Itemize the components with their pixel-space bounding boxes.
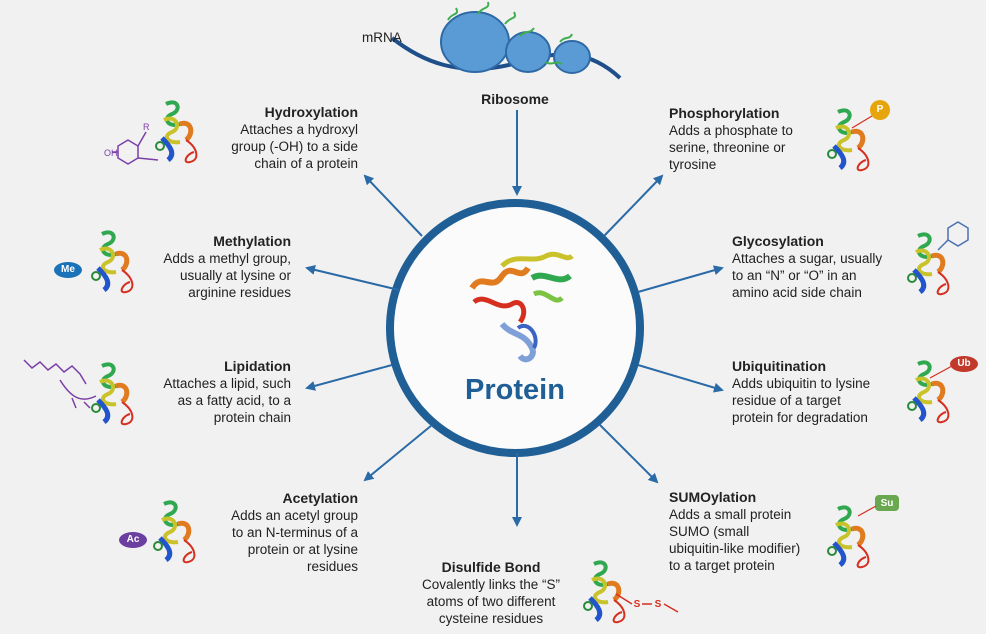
disulfide-s1-text: S: [633, 599, 641, 610]
disulfide-protein-icon: [584, 562, 624, 622]
methylation-desc-3: arginine residues: [188, 285, 291, 300]
glycosylation-desc-3: amino acid side chain: [732, 285, 862, 300]
sumoylation-desc-1: Adds a small protein: [669, 507, 792, 522]
disulfide-desc-2: atoms of two different: [426, 594, 556, 609]
ubiquitination-desc-2: residue of a target: [732, 393, 841, 408]
sumoylation-desc-2: SUMO (small: [669, 524, 750, 539]
lipid-chain-icon: [23, 359, 97, 409]
hydroxyl-r-text: R: [143, 122, 150, 132]
acetylation-desc-1: Adds an acetyl group: [231, 508, 358, 523]
sumoylation-title: SUMOylation: [669, 489, 757, 505]
phosphorylation-protein-icon: [828, 110, 868, 170]
protein-structure-icon: [469, 251, 574, 363]
ac-tag-icon: [119, 532, 147, 548]
disulfide-bond-icon: [615, 593, 679, 613]
me-tag-text: Me: [61, 264, 75, 275]
phosphorylation-title: Phosphorylation: [669, 105, 780, 121]
ub-tag-text: Ub: [957, 358, 971, 369]
methylation-desc-1: Adds a methyl group,: [163, 251, 291, 266]
ac-tag-text: Ac: [126, 534, 140, 545]
hydroxylation-label: Hydroxylation Attaches a hydroxyl group …: [190, 104, 358, 172]
hydroxyl-oh-text: OH: [104, 148, 118, 158]
sugar-ring-icon: [937, 221, 969, 251]
su-tag-text: Su: [880, 498, 894, 509]
hydroxylation-desc-2: group (-OH) to a side: [231, 139, 358, 154]
acetylation-desc-3: protein or at lysine: [247, 542, 358, 557]
ubiquitination-title: Ubiquitination: [732, 358, 827, 374]
lipidation-desc-3: protein chain: [213, 410, 291, 425]
ribosome-illustration: [390, 1, 622, 80]
mrna-label: mRNA: [362, 30, 402, 45]
methylation-title: Methylation: [213, 233, 291, 249]
su-tag-icon: [875, 495, 899, 511]
ub-tag-icon: [950, 356, 978, 372]
arrow-acetylation: [363, 424, 433, 482]
methylation-protein-icon: [92, 232, 132, 292]
arrows: [305, 110, 724, 527]
glycosylation-title: Glycosylation: [732, 233, 824, 249]
glycosylation-protein-icon: [908, 234, 948, 294]
lipidation-title: Lipidation: [224, 358, 291, 374]
acetylation-title: Acetylation: [282, 490, 358, 506]
sumoylation-desc-3: ubiquitin-like modifier): [669, 541, 801, 556]
hydroxylation-desc-3: chain of a protein: [254, 156, 358, 171]
hydroxyl-molecule-icon: [112, 131, 159, 165]
lipidation-desc-2: as a fatty acid, to a: [177, 393, 291, 408]
disulfide-desc-3: cysteine residues: [438, 611, 544, 626]
disulfide-label: Disulfide Bond Covalently links the “S” …: [408, 559, 574, 627]
acetylation-desc-4: residues: [306, 559, 358, 574]
disulfide-title: Disulfide Bond: [441, 559, 541, 575]
arrow-hydroxylation: [363, 174, 423, 237]
lipidation-label: Lipidation Attaches a lipid, such as a f…: [130, 358, 291, 426]
disulfide-s2-text: S: [654, 599, 662, 610]
phosphorylation-desc-1: Adds a phosphate to: [669, 123, 793, 138]
protein-circle: [386, 199, 644, 457]
hydroxylation-title: Hydroxylation: [264, 104, 358, 120]
acetylation-label: Acetylation Adds an acetyl group to an N…: [190, 490, 358, 575]
methylation-label: Methylation Adds a methyl group, usually…: [130, 233, 291, 301]
phosphorylation-label: Phosphorylation Adds a phosphate to seri…: [669, 105, 829, 173]
ribosome-label: Ribosome: [481, 91, 549, 107]
sumoylation-label: SUMOylation Adds a small protein SUMO (s…: [669, 489, 829, 574]
protein-title: Protein: [465, 374, 565, 406]
arrow-glycosylation: [637, 265, 724, 293]
phosphorylation-desc-3: tyrosine: [669, 157, 717, 172]
sumoylation-desc-4: to a target protein: [669, 558, 775, 573]
disulfide-desc-1: Covalently links the “S”: [421, 577, 561, 592]
glycosylation-label: Glycosylation Attaches a sugar, usually …: [732, 233, 904, 301]
arrow-methylation: [305, 264, 400, 291]
ubiquitination-desc-1: Adds ubiquitin to lysine: [732, 376, 871, 391]
hydroxylation-desc-1: Attaches a hydroxyl: [240, 122, 358, 137]
phosphorylation-desc-2: serine, threonine or: [669, 140, 786, 155]
arrow-phosphorylation: [603, 174, 664, 237]
ubiquitination-desc-3: protein for degradation: [732, 410, 868, 425]
arrow-sumoylation: [599, 424, 659, 484]
acetylation-protein-icon: [154, 502, 194, 562]
sumoylation-protein-icon: [828, 507, 868, 567]
arrow-ubiquitination: [637, 364, 724, 393]
glycosylation-desc-2: to an “N” or “O” in an: [732, 268, 857, 283]
p-tag-icon: [870, 100, 890, 120]
methylation-desc-2: usually at lysine or: [179, 268, 291, 283]
me-tag-icon: [54, 262, 82, 278]
glycosylation-desc-1: Attaches a sugar, usually: [732, 251, 883, 266]
ubiquitination-label: Ubiquitination Adds ubiquitin to lysine …: [732, 358, 908, 426]
acetylation-desc-2: to an N-terminus of a: [231, 525, 358, 540]
p-tag-text: P: [876, 104, 884, 115]
lipidation-protein-icon: [92, 364, 132, 424]
arrow-lipidation: [305, 364, 393, 391]
lipidation-desc-1: Attaches a lipid, such: [163, 376, 291, 391]
